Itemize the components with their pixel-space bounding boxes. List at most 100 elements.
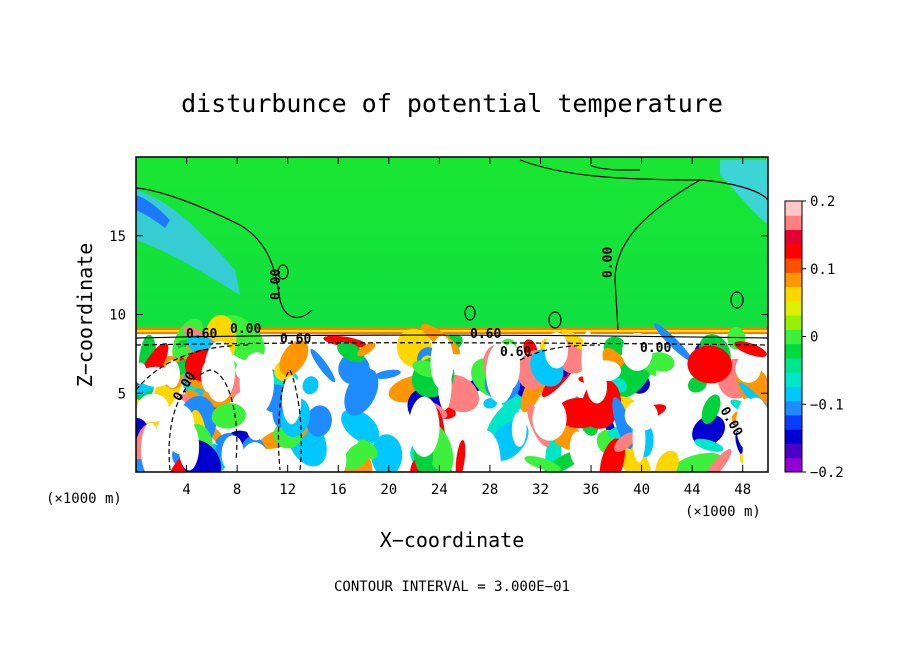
- anomaly-blob: [702, 449, 732, 472]
- contour-label: 0.00: [640, 341, 671, 356]
- y-tick-label: 5: [118, 386, 126, 402]
- contour-line: [277, 368, 302, 471]
- neutral-blob: [281, 376, 302, 425]
- anomaly-blob: [524, 456, 561, 472]
- anomaly-blob: [734, 341, 767, 358]
- anomaly-blob: [655, 450, 679, 472]
- contour-label: 0.00: [601, 247, 616, 278]
- anomaly-blob: [371, 434, 403, 472]
- contour-label: 0.60: [500, 345, 531, 360]
- neutral-blob: [246, 415, 265, 441]
- contour-line: [614, 179, 701, 331]
- anomaly-blob: [654, 323, 692, 362]
- y-tick-label: 10: [109, 308, 126, 324]
- contour-loop: [464, 305, 476, 321]
- neutral-blob: [742, 424, 755, 472]
- anomaly-blob: [701, 394, 721, 424]
- colorbar-swatch: [785, 258, 802, 273]
- colorbar-tick-label: −0.1: [810, 397, 844, 413]
- anomaly-blob: [556, 397, 602, 429]
- neutral-blob: [735, 354, 762, 383]
- anomaly-blob: [323, 335, 367, 348]
- anomaly-blob: [177, 347, 191, 359]
- x-tick-label: 4: [182, 482, 190, 498]
- colorbar-tick-label: −0.2: [810, 465, 844, 481]
- contour-loop: [277, 264, 289, 280]
- neutral-blob: [511, 411, 527, 447]
- colorbar-swatch: [785, 386, 802, 402]
- anomaly-blob: [613, 432, 636, 452]
- colorbar-swatch: [785, 329, 802, 345]
- x-tick-label: 16: [330, 482, 347, 498]
- inversion-layer-top: [136, 330, 768, 332]
- contour-label: 0.60: [186, 327, 217, 342]
- neutral-blob: [632, 414, 646, 463]
- x-tick-label: 8: [233, 482, 241, 498]
- colorbar-swatch: [785, 443, 802, 459]
- anomaly-blob: [306, 405, 332, 437]
- colorbar-swatch: [785, 357, 802, 373]
- y-axis-title: Z−coordinate: [73, 243, 97, 388]
- anomaly-blob: [455, 439, 466, 472]
- colorbar-swatch: [785, 286, 802, 302]
- x-tick-label: 44: [684, 482, 701, 498]
- colorbar-tick-label: 0: [810, 330, 818, 346]
- neutral-blob: [201, 360, 217, 393]
- anomaly-blob: [344, 368, 379, 416]
- x-unit-label: (×1000 m): [685, 504, 761, 520]
- neutral-blob: [329, 443, 347, 472]
- colorbar-swatch: [785, 414, 802, 430]
- colorbar-swatch: [785, 343, 802, 359]
- contour-loop: [730, 291, 744, 309]
- colorbar: 0.2 0.1 0 −0.1 −0.2: [784, 194, 844, 481]
- contour-line: [168, 369, 238, 471]
- contour-label: 0.60: [470, 327, 501, 342]
- upper-field: [136, 157, 768, 332]
- y-axis-ticks: 5 10 15: [109, 229, 768, 402]
- colorbar-swatch: [785, 215, 802, 231]
- x-axis-title: X−coordinate: [380, 528, 525, 552]
- contour-line: [589, 164, 641, 171]
- neutral-blob: [544, 332, 569, 369]
- chart-title: disturbunce of potential temperature: [181, 89, 723, 118]
- anomaly-blob: [211, 403, 246, 429]
- contour-line: [519, 159, 768, 201]
- cool-anomaly-upper-right: [720, 160, 768, 225]
- contour-loop: [548, 311, 562, 329]
- turbulent-blobs: [136, 314, 768, 472]
- anomaly-blob: [215, 433, 234, 445]
- neutral-blob: [408, 396, 440, 457]
- anomaly-blob: [279, 340, 309, 376]
- colorbar-tick-label: 0.2: [810, 194, 835, 210]
- contour-line: [136, 344, 251, 391]
- contour-lines: [136, 159, 768, 471]
- neutral-blob: [438, 360, 452, 410]
- x-tick-label: 40: [633, 482, 650, 498]
- neutral-blob: [140, 422, 161, 472]
- contour-line: [136, 342, 768, 346]
- neutral-blob: [569, 431, 585, 465]
- contour-label: 0.00: [230, 322, 261, 337]
- x-tick-label: 12: [279, 482, 296, 498]
- contour-line: [519, 344, 601, 361]
- x-tick-label: 36: [583, 482, 600, 498]
- anomaly-blob: [302, 376, 319, 395]
- anomaly-blob: [310, 348, 336, 383]
- anomaly-blob: [687, 345, 732, 384]
- neutral-blob: [240, 442, 270, 472]
- colorbar-swatch: [785, 243, 802, 259]
- colorbar-swatch: [785, 201, 802, 216]
- neutral-blob: [471, 430, 501, 472]
- neutral-blob: [586, 370, 608, 404]
- anomaly-blob: [357, 342, 376, 357]
- neutral-blob: [622, 332, 653, 371]
- neutral-blob: [624, 400, 658, 431]
- anomaly-blob: [341, 408, 380, 444]
- anomaly-blob: [692, 415, 726, 447]
- neutral-blob: [137, 393, 169, 423]
- colorbar-swatch: [785, 429, 802, 444]
- contour-line: [136, 187, 313, 318]
- x-tick-label: 48: [734, 482, 751, 498]
- anomaly-blob: [337, 341, 365, 363]
